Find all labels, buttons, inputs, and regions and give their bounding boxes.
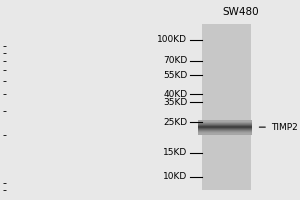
Text: 35KD: 35KD: [163, 98, 188, 107]
Text: 10KD: 10KD: [163, 172, 188, 181]
Text: 55KD: 55KD: [163, 71, 188, 80]
Text: 25KD: 25KD: [163, 118, 188, 127]
Text: SW480: SW480: [222, 7, 259, 17]
Text: 15KD: 15KD: [163, 148, 188, 157]
Text: TIMP2: TIMP2: [271, 123, 298, 132]
Text: 40KD: 40KD: [163, 90, 188, 99]
Text: 70KD: 70KD: [163, 56, 188, 65]
Text: 100KD: 100KD: [158, 35, 188, 44]
